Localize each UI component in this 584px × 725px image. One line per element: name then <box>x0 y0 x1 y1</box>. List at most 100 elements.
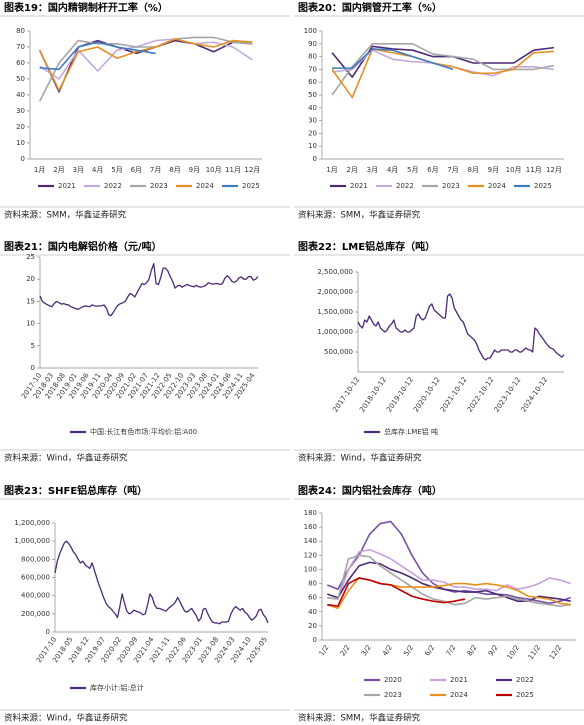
x-tick-label: 10月 <box>506 166 522 174</box>
x-tick-label: 6/2 <box>423 644 436 658</box>
y-tick-label: 140 <box>304 537 317 545</box>
source-note: 资料来源：Wind，华鑫证券研究 <box>4 453 128 464</box>
series-line <box>39 38 253 80</box>
x-tick-label: 2021-10-12 <box>439 376 469 414</box>
chart-panel: 图表21：国内电解铝价格（元/吨） 资料来源：Wind，华鑫证券研究 0 5 10 15 2… <box>0 240 290 464</box>
x-tick-label: 7/2 <box>445 644 458 658</box>
x-tick-label: 11月 <box>526 166 542 174</box>
x-tick-label: 2022-10-12 <box>466 376 496 414</box>
x-tick-label: 7月 <box>447 166 458 174</box>
legend-label: 2021 <box>450 676 468 684</box>
chart-panel: 图表24：国内铝社会库存（吨） 资料来源：SMM，华鑫证券研究 0 20 40 60 80 1… <box>294 484 584 724</box>
y-tick-label: 40 <box>308 104 317 112</box>
chart-title: 图表19：国内精铜制杆开工率（%） <box>4 1 168 14</box>
x-tick-label: 6月 <box>427 166 438 174</box>
x-tick-label: 3/2 <box>360 644 373 658</box>
y-tick-label: 1,000,000 <box>14 537 50 545</box>
y-tick-label: 100 <box>304 27 317 35</box>
x-tick-label: 4月 <box>92 166 103 174</box>
source-note: 资料来源：SMM，华鑫证券研究 <box>298 713 421 724</box>
x-tick-label: 12月 <box>244 166 260 174</box>
chart-title: 图表21：国内电解铝价格（元/吨） <box>4 240 162 253</box>
x-tick-label: 11月 <box>225 166 241 174</box>
y-tick-label: 200,000 <box>21 610 50 618</box>
source-note: 资料来源：SMM，华鑫证券研究 <box>4 210 127 221</box>
legend-label: 2024 <box>196 182 214 190</box>
series-line <box>327 561 571 602</box>
y-tick-label: 180 <box>304 509 317 517</box>
series-line <box>38 36 253 102</box>
x-tick-label: 10月 <box>206 166 222 174</box>
y-tick-label: 50 <box>16 75 25 83</box>
legend-label: 2024 <box>450 691 468 699</box>
y-tick-label: 0 <box>46 628 50 636</box>
y-tick-label: 0 <box>313 636 317 644</box>
y-tick-label: 500,000 <box>324 348 353 356</box>
y-tick-label: 20 <box>26 275 35 283</box>
x-tick-label: 7月 <box>150 166 161 174</box>
series-line <box>327 554 571 607</box>
x-tick-label: 12/2 <box>548 644 564 661</box>
x-tick-label: 1/2 <box>318 644 331 658</box>
chart-title: 图表24：国内铝社会库存（吨） <box>298 484 442 497</box>
series-line <box>38 38 253 91</box>
y-tick-label: 20 <box>16 123 25 131</box>
y-tick-label: 0 <box>21 155 25 163</box>
chart-title: 图表22：LME铝总库存（吨） <box>298 240 435 253</box>
legend-label: 2022 <box>104 182 122 190</box>
legend-label: 2023 <box>150 182 168 190</box>
legend-label: 2025 <box>242 182 260 190</box>
y-tick-label: 20 <box>308 622 317 630</box>
legend-label: 2021 <box>58 182 76 190</box>
series-line <box>327 577 466 607</box>
x-tick-label: 2018-10-12 <box>358 376 388 414</box>
chart-title: 图表20：国内铜管开工率（%） <box>298 1 442 14</box>
y-tick-label: 120 <box>304 551 317 559</box>
y-tick-label: 100 <box>304 565 317 573</box>
series-line <box>326 520 571 605</box>
y-tick-label: 10 <box>16 139 25 147</box>
series-line <box>327 548 571 600</box>
y-tick-label: 0 <box>31 364 35 372</box>
x-tick-label: 1月 <box>326 166 337 174</box>
y-tick-label: 30 <box>308 117 317 125</box>
source-note: 资料来源：Wind，华鑫证券研究 <box>298 453 422 464</box>
x-tick-label: 2019-10-12 <box>385 376 415 414</box>
y-tick-label: 70 <box>308 65 317 73</box>
x-tick-label: 9月 <box>189 166 200 174</box>
series-line <box>54 540 269 625</box>
x-tick-label: 1月 <box>34 166 45 174</box>
legend-label: 2020 <box>384 676 402 684</box>
legend-label: 2024 <box>488 182 506 190</box>
x-tick-label: 4月 <box>387 166 398 174</box>
y-tick-label: 160 <box>304 523 317 531</box>
legend-label: 2025 <box>534 182 552 190</box>
series-line <box>39 263 259 317</box>
source-note: 资料来源：SMM，华鑫证券研究 <box>298 210 421 221</box>
legend-label: 2022 <box>396 182 414 190</box>
y-tick-label: 10 <box>26 320 35 328</box>
y-tick-label: 50 <box>308 91 317 99</box>
x-tick-label: 4/2 <box>381 644 394 658</box>
series-line <box>332 48 454 71</box>
chart-panel: 图表23：SHFE铝总库存（吨） 资料来源：Wind，华鑫证券研究 0 200,000… <box>0 484 290 724</box>
y-tick-label: 40 <box>16 91 25 99</box>
y-tick-label: 800,000 <box>21 555 50 563</box>
x-tick-label: 11/2 <box>527 644 543 661</box>
x-tick-label: 8/2 <box>466 644 479 658</box>
x-tick-label: 2020-10-12 <box>412 376 442 414</box>
y-tick-label: 90 <box>308 40 317 48</box>
chart-panel: 图表22：LME铝总库存（吨） 资料来源：Wind，华鑫证券研究 500,000 1,… <box>294 240 584 464</box>
y-tick-label: 1,200,000 <box>14 519 50 527</box>
x-tick-label: 8月 <box>468 166 479 174</box>
y-tick-label: 80 <box>16 27 25 35</box>
y-tick-label: 80 <box>308 53 317 61</box>
y-tick-label: 20 <box>308 129 317 137</box>
y-tick-label: 60 <box>308 594 317 602</box>
legend-label: 2023 <box>442 182 460 190</box>
y-tick-label: 1,000,000 <box>317 328 353 336</box>
chart-title: 图表23：SHFE铝总库存（吨） <box>4 484 147 497</box>
y-tick-label: 400,000 <box>21 592 50 600</box>
x-tick-label: 3月 <box>367 166 378 174</box>
